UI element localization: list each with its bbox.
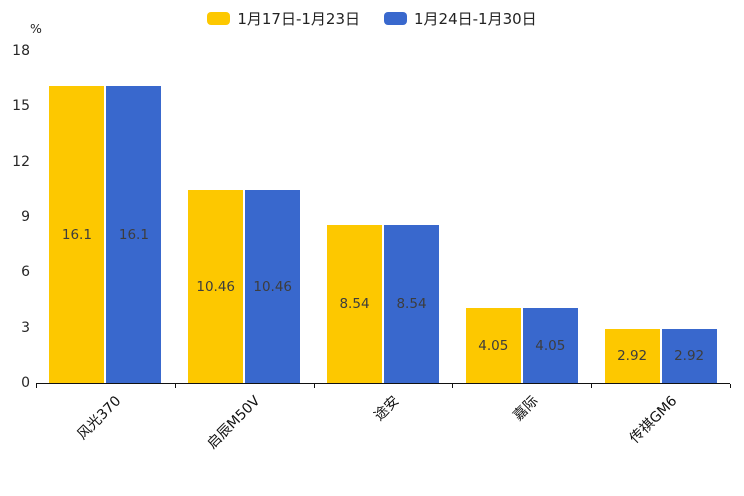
legend-swatch-week1 — [207, 12, 231, 25]
legend: 1月17日-1月23日 1月24日-1月30日 — [0, 8, 744, 29]
y-axis-tick-label: 15 — [12, 98, 30, 115]
bar-value-label: 8.54 — [339, 296, 370, 313]
x-axis-tick — [452, 384, 454, 388]
x-axis-tick — [313, 384, 315, 388]
bar-value-label: 4.05 — [478, 337, 509, 354]
legend-item-week1[interactable]: 1月17日-1月23日 — [207, 8, 360, 29]
bar-series2-风光370: 16.1 — [106, 86, 162, 383]
legend-label-week1: 1月17日-1月23日 — [237, 10, 360, 28]
bar-series2-传祺GM6: 2.92 — [661, 329, 717, 383]
bar-value-label: 10.46 — [253, 278, 293, 295]
bar-series1-风光370: 16.1 — [49, 86, 105, 383]
x-axis-category-label: 传祺GM6 — [626, 393, 681, 447]
x-axis-category-label: 启辰M50V — [204, 393, 264, 453]
bar-series1-启辰M50V: 10.46 — [188, 190, 244, 383]
x-axis-tick — [591, 384, 593, 388]
bar-series2-嘉际: 4.05 — [522, 308, 578, 383]
bar-series2-启辰M50V: 10.46 — [245, 190, 301, 383]
bar-value-label: 10.46 — [196, 278, 236, 295]
legend-label-week2: 1月24日-1月30日 — [414, 10, 537, 28]
bar-series1-传祺GM6: 2.92 — [604, 329, 660, 383]
x-axis-category-label: 嘉际 — [510, 393, 542, 425]
y-axis-tick-label: 6 — [21, 264, 30, 281]
y-axis-tick-label: 3 — [21, 319, 30, 336]
y-axis-tick-label: 0 — [21, 375, 30, 391]
bar-series1-途安: 8.54 — [327, 225, 382, 383]
y-axis-unit-label: % — [30, 21, 42, 36]
bar-value-label: 16.1 — [61, 226, 92, 243]
bar-series1-嘉际: 4.05 — [465, 308, 521, 383]
x-axis-category-label: 风光370 — [74, 393, 125, 444]
y-axis-tick-label: 9 — [21, 209, 30, 225]
bar-series2-途安: 8.54 — [384, 225, 439, 383]
x-axis-tick — [174, 384, 176, 388]
x-axis-tick — [36, 384, 37, 388]
legend-swatch-week2 — [384, 12, 407, 25]
bar-value-label: 4.05 — [535, 337, 566, 354]
bar-value-label: 8.54 — [396, 296, 427, 313]
y-axis-tick-label: 12 — [12, 153, 30, 170]
legend-item-week2[interactable]: 1月24日-1月30日 — [384, 8, 537, 29]
bar-value-label: 16.1 — [118, 226, 149, 243]
y-axis-tick-label: 18 — [12, 43, 30, 59]
bar-value-label: 2.92 — [617, 348, 648, 365]
x-axis-category-label: 途安 — [371, 393, 403, 425]
bar-value-label: 2.92 — [674, 348, 705, 365]
x-axis-tick — [730, 384, 731, 388]
x-axis-line — [36, 383, 730, 384]
